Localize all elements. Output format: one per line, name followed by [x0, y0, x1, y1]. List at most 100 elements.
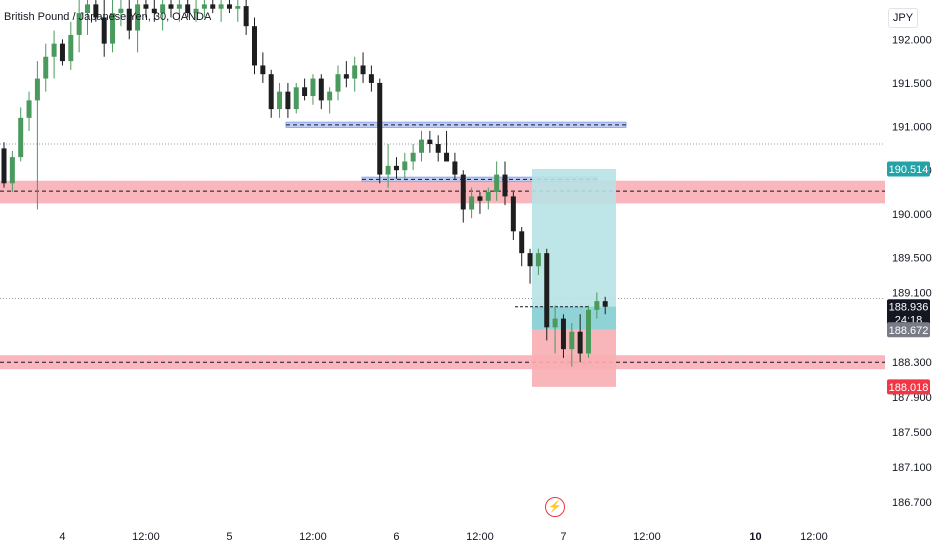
candle	[343, 61, 349, 88]
x-tick-label: 7	[560, 531, 566, 543]
candle	[485, 187, 491, 210]
candle	[193, 0, 199, 22]
x-tick-label: 12:00	[800, 531, 828, 543]
price-badge-teal: 190.514	[887, 161, 930, 177]
candle	[352, 56, 358, 92]
y-tick-label: 187.900	[892, 392, 932, 404]
y-tick-label: 189.100	[892, 287, 932, 299]
candle	[110, 0, 116, 53]
candle	[268, 69, 274, 118]
y-tick-label: 190.000	[892, 209, 932, 221]
x-tick-label: 12:00	[132, 531, 160, 543]
candle	[552, 305, 558, 354]
x-tick-label: 6	[393, 531, 399, 543]
x-tick-label: 10	[749, 531, 761, 543]
candle	[176, 0, 182, 22]
candle	[460, 170, 466, 223]
candle	[310, 74, 316, 105]
candle	[201, 0, 207, 18]
candle	[435, 135, 441, 162]
candle	[243, 0, 249, 35]
y-tick-label: 191.000	[892, 122, 932, 134]
x-tick-label: 5	[226, 531, 232, 543]
candle	[260, 52, 266, 83]
y-tick-label: 192.000	[892, 34, 932, 46]
candle	[560, 314, 566, 358]
candle	[235, 0, 241, 22]
candle	[218, 0, 224, 22]
candle	[59, 39, 65, 66]
candle	[527, 248, 533, 284]
price-badge-gray: 188.672	[887, 322, 930, 338]
candle	[76, 0, 82, 53]
candle	[494, 161, 500, 201]
candle	[1, 142, 7, 188]
candle	[85, 0, 90, 35]
candle	[9, 151, 15, 193]
candle	[210, 0, 216, 14]
x-tick-label: 4	[59, 531, 65, 543]
candle	[293, 82, 299, 114]
x-tick-label: 12:00	[466, 531, 494, 543]
candle	[544, 248, 550, 341]
candle	[469, 187, 475, 219]
candle	[285, 82, 291, 118]
candle	[252, 17, 257, 75]
candle	[101, 0, 107, 57]
candle	[43, 43, 49, 92]
candle	[535, 248, 541, 275]
candle	[335, 65, 341, 101]
candle	[368, 65, 374, 92]
candle	[444, 130, 450, 162]
candle	[226, 0, 232, 14]
red-zone[interactable]	[0, 180, 885, 204]
candle	[143, 0, 149, 18]
lightning-icon[interactable]: ⚡	[545, 497, 565, 517]
candle	[519, 226, 525, 267]
y-tick-label: 191.500	[892, 78, 932, 90]
price-axis[interactable]: 192.000191.500191.000190.500190.000189.5…	[885, 0, 932, 550]
candle	[510, 192, 516, 241]
candle	[502, 161, 508, 206]
candle	[277, 82, 283, 118]
candle	[586, 305, 591, 358]
candle	[318, 74, 324, 110]
svg-text:188.018: 188.018	[889, 382, 929, 394]
candles-layer	[1, 0, 608, 367]
y-tick-label: 187.100	[892, 462, 932, 474]
candle	[427, 130, 433, 153]
y-tick-label: 186.700	[892, 497, 932, 509]
candle	[151, 0, 157, 22]
candle	[34, 61, 40, 210]
candle	[385, 144, 391, 188]
candle	[93, 0, 99, 22]
candle	[302, 78, 308, 101]
time-axis[interactable]: 4 12:00 5 12:00 6 12:00 7 12:00 10 12:00	[59, 531, 827, 543]
candle	[393, 157, 399, 179]
candle	[419, 130, 424, 162]
candle	[477, 192, 483, 214]
candle	[410, 144, 416, 171]
currency-button[interactable]: JPY	[888, 8, 918, 28]
y-tick-label: 188.300	[892, 357, 932, 369]
x-tick-label: 12:00	[633, 531, 661, 543]
candle	[327, 87, 333, 114]
candle	[452, 152, 458, 179]
zones-layer	[0, 121, 885, 370]
svg-text:188.672: 188.672	[889, 325, 929, 337]
candle	[168, 0, 174, 18]
candle	[594, 292, 600, 319]
price-badge-red: 188.018	[887, 379, 930, 395]
y-tick-label: 189.500	[892, 253, 932, 265]
candle	[118, 0, 124, 27]
y-tick-label: 187.500	[892, 427, 932, 439]
candle	[360, 52, 366, 83]
candle	[569, 322, 575, 367]
chart-title: British Pound / Japanese Yen, 30, OANDA	[4, 11, 212, 23]
candle	[402, 152, 408, 179]
candle	[135, 0, 141, 53]
candle	[377, 78, 383, 184]
candle	[185, 0, 191, 18]
